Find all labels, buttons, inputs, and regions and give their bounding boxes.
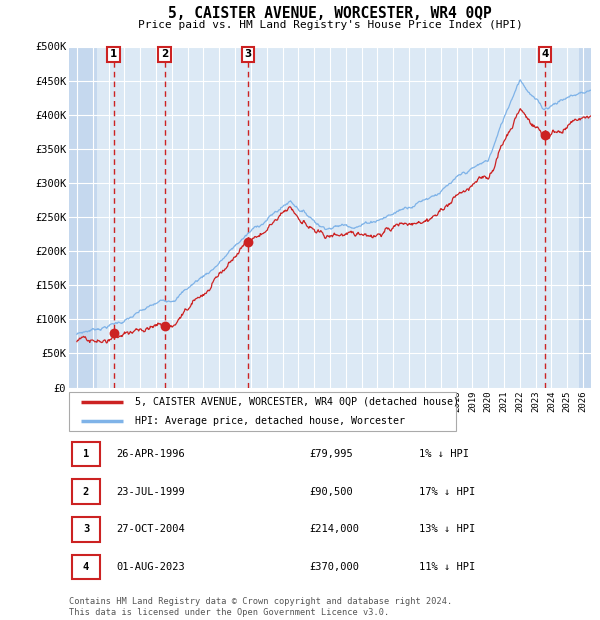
Text: 11% ↓ HPI: 11% ↓ HPI: [419, 562, 475, 572]
Text: 1: 1: [83, 449, 89, 459]
Point: [109, 328, 118, 338]
Text: 26-APR-1996: 26-APR-1996: [116, 449, 185, 459]
Text: 17% ↓ HPI: 17% ↓ HPI: [419, 487, 475, 497]
Text: 1: 1: [110, 49, 117, 60]
Text: 2: 2: [161, 49, 169, 60]
Text: 23-JUL-1999: 23-JUL-1999: [116, 487, 185, 497]
Text: 1% ↓ HPI: 1% ↓ HPI: [419, 449, 469, 459]
Text: 27-OCT-2004: 27-OCT-2004: [116, 525, 185, 534]
Text: Contains HM Land Registry data © Crown copyright and database right 2024.
This d: Contains HM Land Registry data © Crown c…: [69, 598, 452, 617]
Text: HPI: Average price, detached house, Worcester: HPI: Average price, detached house, Worc…: [135, 416, 405, 426]
Text: 4: 4: [83, 562, 89, 572]
Point: [160, 321, 169, 330]
Bar: [69, 46, 97, 388]
Text: 01-AUG-2023: 01-AUG-2023: [116, 562, 185, 572]
Text: 5, CAISTER AVENUE, WORCESTER, WR4 0QP (detached house): 5, CAISTER AVENUE, WORCESTER, WR4 0QP (d…: [135, 397, 459, 407]
Text: 3: 3: [83, 525, 89, 534]
Bar: [579, 46, 591, 388]
Text: £79,995: £79,995: [309, 449, 353, 459]
Text: 4: 4: [541, 49, 548, 60]
Text: 3: 3: [244, 49, 251, 60]
FancyBboxPatch shape: [71, 479, 100, 504]
FancyBboxPatch shape: [69, 392, 456, 431]
Point: [540, 130, 550, 140]
Text: 13% ↓ HPI: 13% ↓ HPI: [419, 525, 475, 534]
Text: Price paid vs. HM Land Registry's House Price Index (HPI): Price paid vs. HM Land Registry's House …: [137, 20, 523, 30]
FancyBboxPatch shape: [71, 555, 100, 579]
Text: £90,500: £90,500: [309, 487, 353, 497]
Text: £370,000: £370,000: [309, 562, 359, 572]
Text: 5, CAISTER AVENUE, WORCESTER, WR4 0QP: 5, CAISTER AVENUE, WORCESTER, WR4 0QP: [168, 6, 492, 21]
Text: 2: 2: [83, 487, 89, 497]
FancyBboxPatch shape: [71, 442, 100, 466]
Text: £214,000: £214,000: [309, 525, 359, 534]
Point: [243, 237, 253, 247]
FancyBboxPatch shape: [71, 517, 100, 542]
